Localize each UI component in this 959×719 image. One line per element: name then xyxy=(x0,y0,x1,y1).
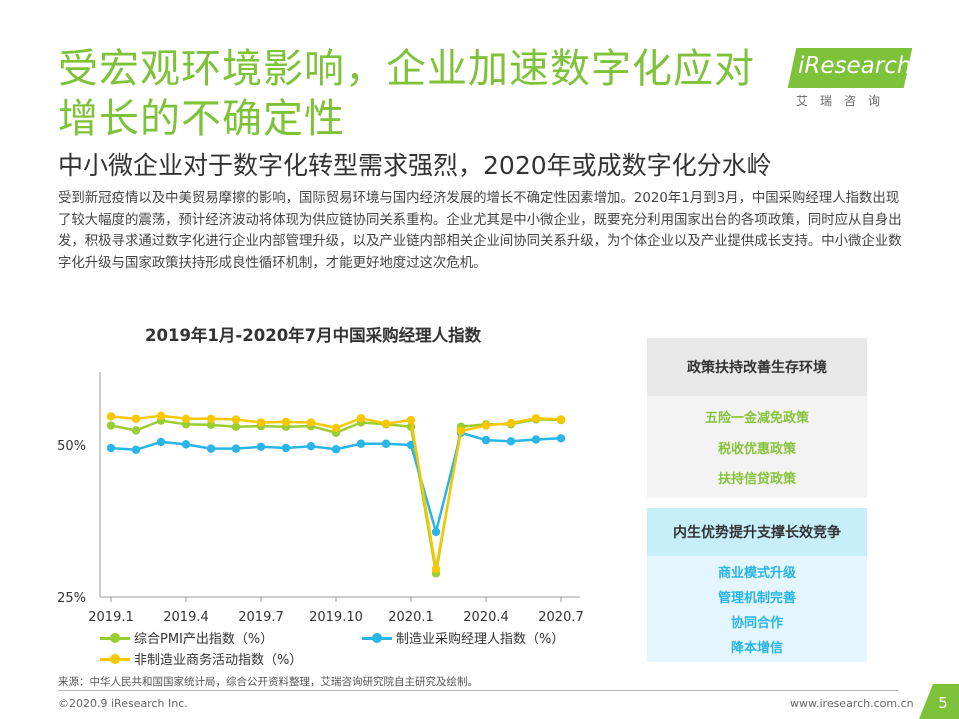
legend-item-non-manufacturing: 非制造业商务活动指数（%） xyxy=(100,649,302,668)
internal-advantage-panel: 内生优势提升支撑长效竞争 商业模式升级 管理机制完善 协同合作 降本增信 xyxy=(647,508,867,662)
policy-support-heading: 政策扶持改善生存环境 xyxy=(647,338,867,396)
data-point-series-2 xyxy=(181,414,191,424)
advantage-item: 降本增信 xyxy=(730,641,783,656)
data-point-series-0 xyxy=(206,420,216,430)
series-line-2 xyxy=(110,414,562,570)
x-tick-label: 2019.7 xyxy=(238,610,284,625)
data-point-series-1 xyxy=(256,442,266,451)
data-point-series-0 xyxy=(131,426,141,435)
advantage-item: 协同合作 xyxy=(730,616,783,631)
legend-item-manufacturing-pmi: 制造业采购经理人指数（%） xyxy=(362,628,564,647)
data-point-series-2 xyxy=(356,414,366,423)
x-tick-label: 2019.4 xyxy=(163,610,209,625)
x-tick-label: 2020.1 xyxy=(388,610,434,625)
data-point-series-1 xyxy=(506,437,516,446)
legend-label-manufacturing-pmi: 制造业采购经理人指数（%） xyxy=(396,632,565,647)
data-point-series-1 xyxy=(306,441,316,451)
copyright: ©2020.9 iResearch Inc. xyxy=(58,697,188,710)
data-point-series-1 xyxy=(331,445,341,454)
data-point-series-1 xyxy=(531,435,541,444)
data-point-series-2 xyxy=(406,415,416,425)
data-point-series-2 xyxy=(481,421,491,430)
data-point-series-2 xyxy=(556,415,566,424)
legend-marker-manufacturing-pmi xyxy=(362,632,392,643)
data-point-series-2 xyxy=(381,419,391,428)
data-point-series-1 xyxy=(281,443,291,453)
policy-support-list: 五险一金减免政策 税收优惠政策 扶持信贷政策 xyxy=(647,396,867,498)
body-paragraph: 受到新冠疫情以及中美贸易摩擦的影响，国际贸易环境与国内经济发展的增长不确定性因素… xyxy=(58,191,902,271)
data-point-series-1 xyxy=(231,444,241,453)
data-point-series-1 xyxy=(156,437,166,447)
data-point-series-1 xyxy=(131,445,141,455)
advantage-item: 商业模式升级 xyxy=(717,566,796,581)
advantage-item: 管理机制完善 xyxy=(717,591,796,606)
page-badge-shape xyxy=(919,684,959,719)
data-point-series-2 xyxy=(256,418,266,427)
data-point-series-2 xyxy=(306,418,316,427)
data-point-series-1 xyxy=(106,443,116,453)
data-point-series-1 xyxy=(356,439,366,448)
data-point-series-2 xyxy=(331,423,341,433)
source-note: 来源：中华人民共和国国家统计局，综合公开资料整理，艾瑞咨询研究院自主研究及绘制。 xyxy=(58,676,478,688)
data-point-series-1 xyxy=(381,439,391,448)
internal-advantage-list: 商业模式升级 管理机制完善 协同合作 降本增信 xyxy=(647,556,867,662)
policy-item: 税收优惠政策 xyxy=(717,441,796,457)
chart-title: 2019年1月-2020年7月中国采购经理人指数 xyxy=(145,326,482,345)
legend-item-composite-pmi: 综合PMI产出指数（%） xyxy=(100,628,273,647)
page-number-badge: 5 xyxy=(919,684,959,719)
page-title: 受宏观环境影响，企业加速数字化应对增长的不确定性 xyxy=(58,46,755,142)
data-point-series-1 xyxy=(406,440,416,450)
data-point-series-2 xyxy=(156,411,166,420)
data-point-series-1 xyxy=(206,444,216,453)
footer-divider xyxy=(58,690,898,691)
data-point-series-1 xyxy=(181,440,191,449)
logo-subtext: 艾瑞咨询 xyxy=(796,94,893,108)
x-tick-label: 2020.4 xyxy=(463,610,509,625)
data-point-series-1 xyxy=(481,435,491,445)
data-point-series-1 xyxy=(431,527,441,537)
x-tick-label: 2019.10 xyxy=(309,610,363,625)
legend-label-non-manufacturing: 非制造业商务活动指数（%） xyxy=(134,653,303,668)
legend-marker-composite-pmi xyxy=(100,632,130,643)
data-point-series-1 xyxy=(556,434,566,443)
iresearch-logo: iResearch 艾瑞咨询 xyxy=(787,48,913,110)
legend-label-composite-pmi: 综合PMI产出指数（%） xyxy=(134,632,274,647)
policy-item: 五险一金减免政策 xyxy=(704,411,809,427)
data-point-series-2 xyxy=(456,426,466,436)
legend-marker-non-manufacturing xyxy=(100,653,130,664)
data-point-series-0 xyxy=(231,422,241,431)
policy-item: 扶持信贷政策 xyxy=(717,471,796,487)
data-point-series-2 xyxy=(431,564,441,574)
internal-advantage-heading: 内生优势提升支撑长效竞争 xyxy=(647,508,867,556)
page-number: 5 xyxy=(938,694,948,712)
data-point-series-2 xyxy=(281,417,291,427)
website-url: www.iresearch.com.cn xyxy=(790,697,914,710)
data-point-series-2 xyxy=(531,414,541,423)
x-tick-label: 2020.7 xyxy=(538,610,584,625)
data-point-series-2 xyxy=(106,412,116,421)
data-point-series-2 xyxy=(131,414,141,424)
data-point-series-0 xyxy=(106,421,116,430)
data-point-series-2 xyxy=(506,418,516,428)
y-tick-label: 25% xyxy=(57,591,86,606)
y-tick-label: 50% xyxy=(57,439,86,454)
data-point-series-2 xyxy=(206,414,216,424)
logo-text: iResearch xyxy=(798,53,912,79)
policy-support-panel: 政策扶持改善生存环境 五险一金减免政策 税收优惠政策 扶持信贷政策 xyxy=(647,338,867,498)
data-point-series-2 xyxy=(231,415,241,424)
x-tick-label: 2019.1 xyxy=(88,610,134,625)
page-subtitle: 中小微企业对于数字化转型需求强烈，2020年或成数字化分水岭 xyxy=(58,151,772,180)
